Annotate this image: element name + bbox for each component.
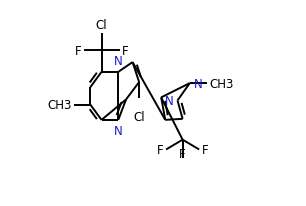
Text: F: F	[122, 45, 129, 58]
Text: F: F	[179, 147, 186, 160]
Text: F: F	[157, 143, 164, 156]
Text: F: F	[74, 45, 81, 58]
Text: N: N	[114, 55, 123, 68]
Text: CH3: CH3	[209, 77, 233, 90]
Text: Cl: Cl	[96, 19, 107, 32]
Text: CH3: CH3	[47, 98, 71, 111]
Text: Cl: Cl	[133, 110, 145, 123]
Text: F: F	[202, 143, 208, 156]
Text: N: N	[114, 125, 123, 138]
Text: N: N	[165, 95, 174, 108]
Text: N: N	[193, 77, 202, 90]
